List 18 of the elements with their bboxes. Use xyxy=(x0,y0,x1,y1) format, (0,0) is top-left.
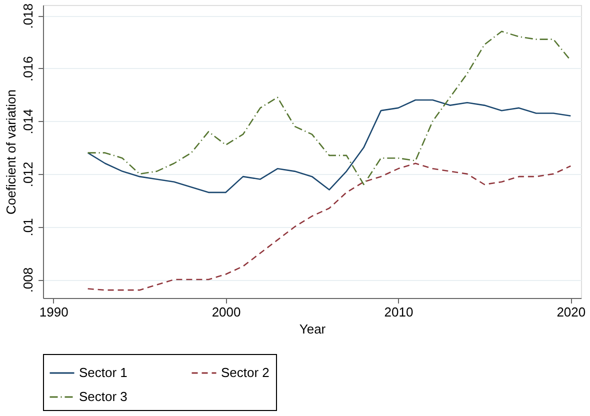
x-tick-label: 2000 xyxy=(212,304,241,320)
legend-label: Sector 2 xyxy=(221,365,270,380)
y-tick-label: .016 xyxy=(20,56,36,82)
y-tick-label: .012 xyxy=(20,162,36,188)
y-axis-title: Coeficient of variation xyxy=(4,89,18,215)
x-axis-title: Year xyxy=(299,322,326,336)
line-series xyxy=(87,99,572,194)
x-tick-label: 1990 xyxy=(39,304,68,320)
y-tick-label: .01 xyxy=(20,218,36,236)
legend-label: Sector 1 xyxy=(79,365,128,380)
line-series xyxy=(87,162,572,291)
y-tick-label: .008 xyxy=(20,267,36,293)
y-tick-label: .018 xyxy=(20,3,36,29)
line-series xyxy=(87,30,572,186)
x-tick-label: 2010 xyxy=(384,304,414,320)
y-tick-label: .014 xyxy=(20,108,36,134)
legend-label: Sector 3 xyxy=(79,389,128,404)
x-tick-label: 2020 xyxy=(556,304,586,320)
